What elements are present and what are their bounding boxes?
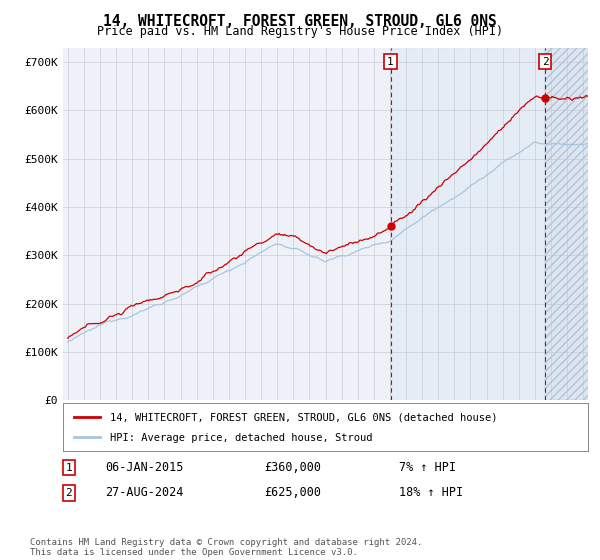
Text: 06-JAN-2015: 06-JAN-2015 (105, 461, 184, 474)
Text: Price paid vs. HM Land Registry's House Price Index (HPI): Price paid vs. HM Land Registry's House … (97, 25, 503, 38)
Text: £625,000: £625,000 (264, 486, 321, 500)
Bar (545, 48, 591, 400)
Text: 1: 1 (387, 57, 394, 67)
Text: 14, WHITECROFT, FOREST GREEN, STROUD, GL6 0NS: 14, WHITECROFT, FOREST GREEN, STROUD, GL… (103, 14, 497, 29)
Text: Contains HM Land Registry data © Crown copyright and database right 2024.
This d: Contains HM Land Registry data © Crown c… (30, 538, 422, 557)
Text: 1: 1 (65, 463, 73, 473)
Text: 2: 2 (542, 57, 548, 67)
Text: £360,000: £360,000 (264, 461, 321, 474)
Text: HPI: Average price, detached house, Stroud: HPI: Average price, detached house, Stro… (110, 433, 373, 444)
Text: 14, WHITECROFT, FOREST GREEN, STROUD, GL6 0NS (detached house): 14, WHITECROFT, FOREST GREEN, STROUD, GL… (110, 413, 498, 422)
Text: 18% ↑ HPI: 18% ↑ HPI (399, 486, 463, 500)
Bar (391, 48, 545, 400)
Text: 2: 2 (65, 488, 73, 498)
Text: 27-AUG-2024: 27-AUG-2024 (105, 486, 184, 500)
Text: 7% ↑ HPI: 7% ↑ HPI (399, 461, 456, 474)
